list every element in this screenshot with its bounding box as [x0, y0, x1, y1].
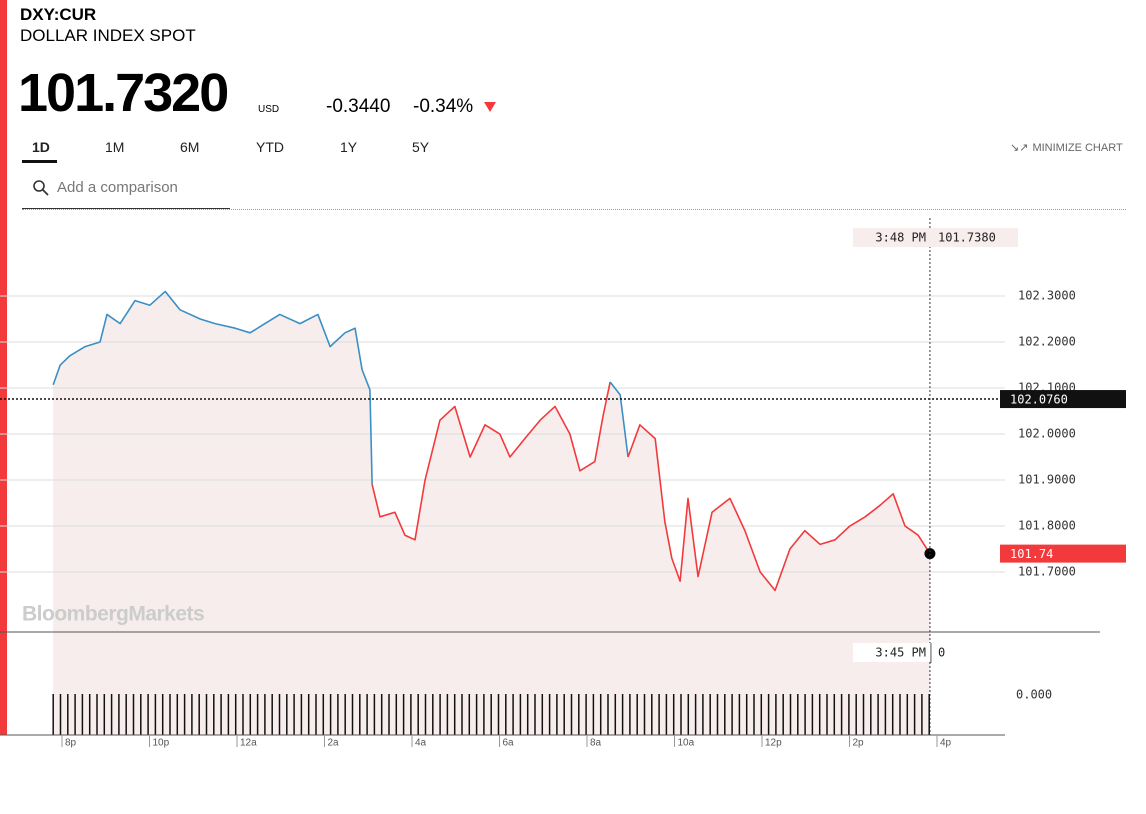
x-tick-label: 2p — [852, 738, 864, 749]
accent-bar — [0, 0, 7, 735]
y-tick-label: 102.0000 — [1018, 427, 1076, 441]
previous-close-label: 102.0760 — [1010, 393, 1068, 407]
last-point — [924, 548, 936, 560]
x-tick-label: 10a — [677, 738, 694, 749]
tab[interactable]: 5Y — [412, 139, 430, 155]
previous-close-box — [1000, 390, 1126, 409]
tab[interactable]: YTD — [256, 139, 284, 155]
volume-value: 0 — [938, 646, 945, 660]
y-tick-label: 102.2000 — [1018, 335, 1076, 349]
tab[interactable]: 1D — [32, 139, 50, 155]
y-tick-label: 102.3000 — [1018, 289, 1076, 303]
tab[interactable]: 1M — [105, 139, 125, 155]
currency: USD — [258, 104, 280, 115]
divider — [22, 209, 1126, 210]
y-tick-label: 101.9000 — [1018, 473, 1076, 487]
tab[interactable]: 1Y — [340, 139, 358, 155]
x-tick-label: 8p — [65, 738, 77, 749]
volume-time: 3:45 PM — [875, 646, 926, 660]
x-tick-label: 6a — [503, 738, 515, 749]
down-arrow — [484, 102, 496, 112]
search-icon — [33, 180, 49, 196]
change: -0.3440 — [326, 96, 391, 117]
change-pct: -0.34% — [413, 96, 474, 117]
name: DOLLAR INDEX SPOT — [20, 26, 196, 45]
crosshair-box — [853, 228, 1018, 247]
x-tick-label: 12p — [765, 738, 782, 749]
area — [53, 291, 930, 735]
x-tick-label: 4p — [940, 738, 952, 749]
x-tick-label: 4a — [415, 738, 427, 749]
search-input[interactable]: Add a comparison — [57, 179, 178, 196]
x-tick-label: 8a — [590, 738, 602, 749]
watermark: BloombergMarkets — [22, 603, 204, 626]
y-tick-label: 101.8000 — [1018, 519, 1076, 533]
x-tick-label: 2a — [328, 738, 340, 749]
price-line — [52, 290, 373, 485]
price-line — [627, 424, 931, 592]
minimize-label: MINIMIZE CHART — [1032, 142, 1123, 154]
tab-underline — [22, 160, 57, 163]
last-value-label: 101.74 — [1010, 547, 1053, 561]
ticker: DXY:CUR — [20, 5, 97, 24]
y-tick-label: 101.7000 — [1018, 565, 1076, 579]
volume-tick-label: 0.000 — [1016, 688, 1052, 702]
crosshair-value: 101.7380 — [938, 231, 996, 245]
minimize-chart[interactable]: ↘↗ MINIMIZE CHART — [1010, 142, 1123, 154]
x-tick-label: 10p — [153, 738, 170, 749]
price: 101.7320 — [18, 63, 229, 123]
tab[interactable]: 6M — [180, 139, 200, 155]
search-underline — [22, 208, 230, 209]
crosshair-time: 3:48 PM — [875, 231, 926, 245]
x-tick-label: 12a — [240, 738, 257, 749]
last-value-box — [1000, 544, 1126, 563]
price-line — [609, 381, 629, 458]
volume-box — [853, 643, 953, 662]
price-line — [371, 381, 611, 541]
